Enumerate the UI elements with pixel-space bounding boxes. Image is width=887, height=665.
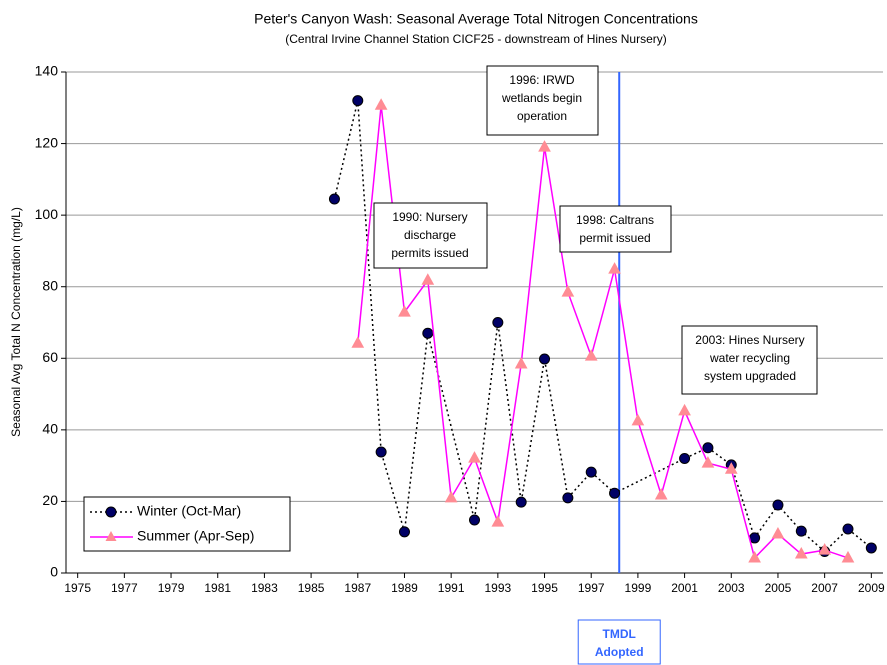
x-tick-label: 1991 (438, 581, 465, 595)
data-point (514, 356, 528, 369)
x-tick-label: 2003 (718, 581, 745, 595)
data-point (422, 327, 434, 339)
x-tick-label: 1985 (298, 581, 325, 595)
data-point (679, 452, 691, 464)
annotation-text: system upgraded (704, 369, 796, 383)
annotation-box (559, 205, 672, 253)
annotation-text: permits issued (391, 246, 468, 260)
data-point (842, 523, 854, 535)
chart-title: Peter's Canyon Wash: Seasonal Average To… (254, 11, 698, 27)
data-point (469, 514, 480, 526)
x-tick-label: 1977 (111, 581, 138, 595)
data-point (468, 451, 481, 463)
tmdl-box (577, 619, 661, 665)
y-axis-label: Seasonal Avg Total N Concentration (mg/L… (9, 207, 23, 437)
y-tick-label: 140 (35, 63, 59, 79)
data-point (491, 515, 505, 527)
x-tick-label: 1999 (625, 581, 652, 595)
data-point (492, 317, 504, 328)
annotation-text: 2003: Hines Nursery (695, 333, 804, 347)
legend-marker (105, 531, 117, 541)
data-point (794, 546, 808, 559)
y-tick-label: 100 (35, 206, 59, 222)
data-point (328, 193, 340, 205)
x-tick-label: 1975 (64, 581, 91, 595)
x-tick-label: 2005 (765, 581, 792, 595)
data-point (609, 487, 621, 499)
data-point (771, 526, 785, 539)
data-point (398, 305, 411, 317)
x-tick-label: 1979 (158, 581, 185, 595)
x-tick-label: 1997 (578, 581, 605, 595)
data-point (818, 543, 831, 555)
tmdl-label: TMDL (603, 627, 636, 641)
y-tick-label: 80 (42, 277, 58, 293)
annotation-text: 1990: Nursery (392, 210, 467, 224)
x-tick-label: 1993 (484, 581, 511, 595)
annotation-text: 1996: IRWD (509, 73, 574, 87)
data-point (724, 462, 738, 474)
data-point (841, 550, 855, 563)
annotation-text: water recycling (709, 351, 790, 365)
data-point (444, 490, 458, 503)
x-tick-label: 2009 (858, 581, 885, 595)
annotation-box (486, 65, 599, 136)
data-point (374, 98, 388, 110)
y-tick-label: 40 (42, 421, 58, 437)
data-point (351, 336, 365, 348)
series-line (357, 105, 849, 560)
annotation-text: discharge (404, 228, 456, 242)
data-point (701, 456, 715, 468)
annotation-box (373, 202, 488, 269)
y-tick-label: 120 (35, 134, 59, 150)
data-point (631, 413, 645, 426)
x-tick-label: 1987 (344, 581, 371, 595)
data-point (865, 542, 877, 554)
y-tick-label: 60 (42, 349, 58, 365)
data-point (398, 526, 410, 538)
data-point (584, 349, 598, 361)
data-point (748, 550, 761, 563)
data-point (562, 492, 574, 504)
tmdl-label: Adopted (595, 645, 644, 659)
chart-subtitle: (Central Irvine Channel Station CICF25 -… (285, 32, 666, 46)
annotation-text: permit issued (579, 231, 650, 245)
annotation-text: operation (517, 109, 567, 123)
annotation-text: 1998: Caltrans (576, 213, 654, 227)
data-point (539, 353, 551, 365)
annotation-text: wetlands begin (501, 91, 582, 105)
data-point (352, 95, 364, 107)
data-point (608, 262, 621, 274)
legend-label: Summer (Apr-Sep) (137, 528, 254, 544)
x-tick-label: 2001 (671, 581, 698, 595)
data-point (654, 487, 668, 500)
x-tick-label: 1989 (391, 581, 418, 595)
legend-marker (105, 506, 117, 518)
data-point (515, 496, 527, 508)
x-tick-label: 1981 (204, 581, 231, 595)
data-point (421, 273, 435, 285)
data-point (538, 140, 551, 152)
annotation-box (681, 325, 818, 395)
data-point (702, 442, 714, 454)
y-tick-label: 0 (50, 564, 58, 580)
data-point (795, 525, 807, 537)
x-tick-label: 1983 (251, 581, 278, 595)
data-point (561, 285, 575, 297)
y-tick-label: 20 (42, 492, 58, 508)
x-tick-label: 2007 (811, 581, 838, 595)
data-point (749, 532, 761, 544)
x-tick-label: 1995 (531, 581, 558, 595)
data-point (375, 446, 387, 458)
data-point (678, 403, 691, 416)
legend-label: Winter (Oct-Mar) (137, 503, 241, 519)
legend-box (83, 496, 291, 552)
data-point (772, 499, 784, 511)
data-point (585, 466, 597, 478)
